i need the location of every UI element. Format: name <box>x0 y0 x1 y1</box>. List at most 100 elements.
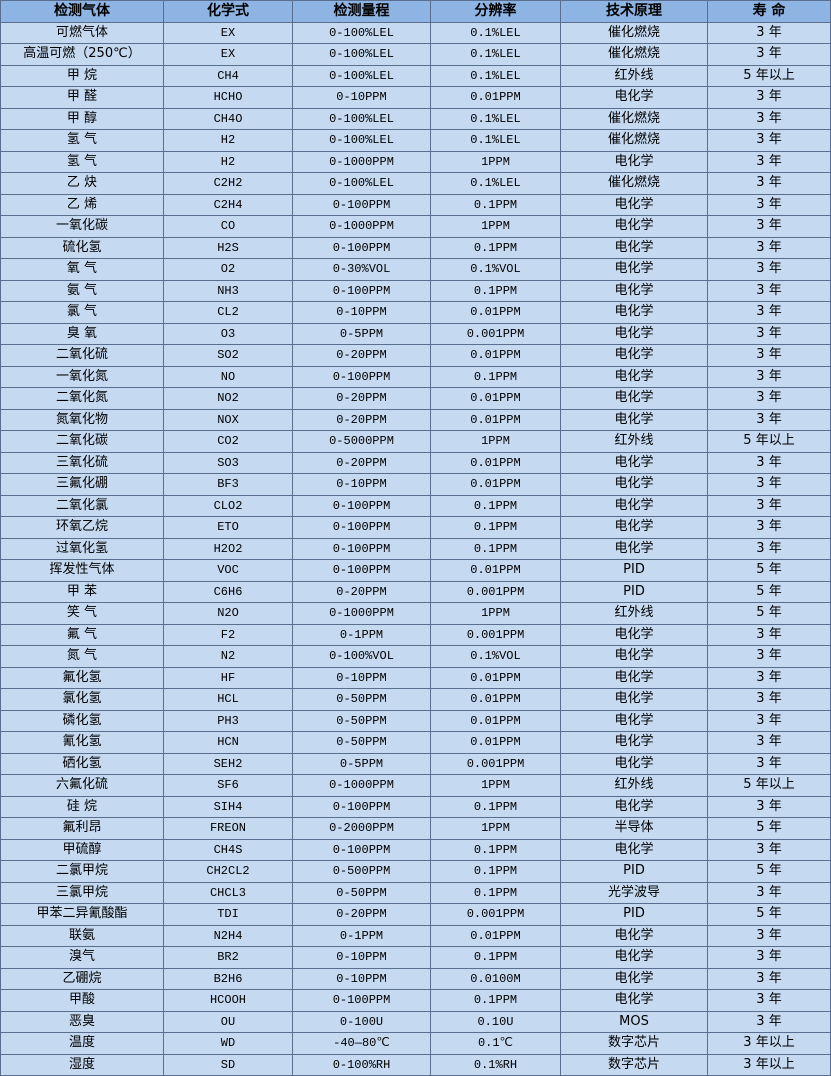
cell-gas-name: 乙硼烷 <box>0 967 164 990</box>
cell-resolution: 0.1PPM <box>430 494 561 517</box>
cell-gas-name: 过氧化氢 <box>0 537 164 560</box>
cell-resolution: 1PPM <box>430 430 561 453</box>
cell-lifespan: 3 年 <box>707 709 831 732</box>
cell-lifespan: 3 年 <box>707 408 831 431</box>
cell-principle: 电化学 <box>560 322 708 345</box>
cell-formula: PH3 <box>163 709 293 732</box>
cell-lifespan: 5 年以上 <box>707 430 831 453</box>
cell-formula: CH2CL2 <box>163 860 293 883</box>
cell-principle: 电化学 <box>560 795 708 818</box>
cell-range: 0-100PPM <box>292 537 431 560</box>
cell-gas-name: 二氧化碳 <box>0 430 164 453</box>
cell-range: 0-1000PPM <box>292 215 431 238</box>
cell-range: 0-1000PPM <box>292 774 431 797</box>
table-row: 磷化氢 PH3 0-50PPM 0.01PPM 电化学 3 年 <box>0 709 831 732</box>
cell-range: 0-10PPM <box>292 86 431 109</box>
cell-principle: 电化学 <box>560 688 708 711</box>
cell-resolution: 0.01PPM <box>430 559 561 582</box>
cell-lifespan: 5 年 <box>707 903 831 926</box>
cell-resolution: 0.0100M <box>430 967 561 990</box>
cell-principle: 电化学 <box>560 387 708 410</box>
cell-formula: OU <box>163 1010 293 1033</box>
header-row: 检测气体 化学式 检测量程 分辨率 技术原理寿 命 <box>0 0 831 23</box>
table-row: 氰化氢 HCN 0-50PPM 0.01PPM 电化学 3 年 <box>0 731 831 754</box>
cell-principle: 催化燃烧 <box>560 21 708 44</box>
cell-principle: 电化学 <box>560 494 708 517</box>
cell-formula: HCN <box>163 731 293 754</box>
cell-lifespan: 3 年 <box>707 344 831 367</box>
cell-principle: 数字芯片 <box>560 1032 708 1055</box>
cell-formula: N2H4 <box>163 924 293 947</box>
cell-formula: NOX <box>163 408 293 431</box>
cell-gas-name: 二氧化氮 <box>0 387 164 410</box>
table-row: 硒化氢 SEH2 0-5PPM 0.001PPM 电化学 3 年 <box>0 752 831 775</box>
table-row: 六氟化硫 SF6 0-1000PPM 1PPM 红外线 5 年以上 <box>0 774 831 797</box>
cell-range: 0-10PPM <box>292 473 431 496</box>
cell-gas-name: 二氧化硫 <box>0 344 164 367</box>
cell-principle: 电化学 <box>560 989 708 1012</box>
cell-resolution: 0.01PPM <box>430 731 561 754</box>
table-row: 笑 气 N2O 0-1000PPM 1PPM 红外线 5 年 <box>0 602 831 625</box>
cell-lifespan: 3 年 <box>707 989 831 1012</box>
cell-range: 0-100PPM <box>292 989 431 1012</box>
cell-lifespan: 5 年 <box>707 580 831 603</box>
cell-gas-name: 挥发性气体 <box>0 559 164 582</box>
cell-resolution: 0.1℃ <box>430 1032 561 1055</box>
cell-principle: 电化学 <box>560 344 708 367</box>
cell-gas-name: 乙 炔 <box>0 172 164 195</box>
cell-formula: WD <box>163 1032 293 1055</box>
cell-principle: 电化学 <box>560 408 708 431</box>
cell-formula: HCOOH <box>163 989 293 1012</box>
table-row: 一氧化氮 NO 0-100PPM 0.1PPM 电化学 3 年 <box>0 365 831 388</box>
cell-lifespan: 3 年 <box>707 967 831 990</box>
cell-formula: CO <box>163 215 293 238</box>
table-row: 过氧化氢 H2O2 0-100PPM 0.1PPM 电化学 3 年 <box>0 537 831 560</box>
cell-formula: C6H6 <box>163 580 293 603</box>
cell-resolution: 0.1PPM <box>430 516 561 539</box>
cell-range: -40—80℃ <box>292 1032 431 1055</box>
cell-formula: CH4 <box>163 64 293 87</box>
cell-principle: 催化燃烧 <box>560 129 708 152</box>
cell-resolution: 0.1%LEL <box>430 43 561 66</box>
table-row: 甲 烷 CH4 0-100%LEL 0.1%LEL 红外线 5 年以上 <box>0 64 831 87</box>
cell-formula: ETO <box>163 516 293 539</box>
cell-range: 0-5PPM <box>292 322 431 345</box>
cell-range: 0-100PPM <box>292 516 431 539</box>
cell-resolution: 1PPM <box>430 150 561 173</box>
cell-formula: HCHO <box>163 86 293 109</box>
cell-gas-name: 甲 烷 <box>0 64 164 87</box>
cell-resolution: 0.1%LEL <box>430 64 561 87</box>
cell-resolution: 0.10U <box>430 1010 561 1033</box>
table-row: 恶臭 OU 0-100U 0.10U MOS 3 年 <box>0 1010 831 1033</box>
cell-range: 0-20PPM <box>292 451 431 474</box>
cell-resolution: 0.1PPM <box>430 881 561 904</box>
cell-gas-name: 二氧化氯 <box>0 494 164 517</box>
cell-principle: 电化学 <box>560 279 708 302</box>
cell-range: 0-10PPM <box>292 666 431 689</box>
cell-principle: PID <box>560 903 708 926</box>
cell-formula: H2 <box>163 129 293 152</box>
cell-lifespan: 3 年 <box>707 43 831 66</box>
cell-formula: N2O <box>163 602 293 625</box>
table-row: 氯 气 CL2 0-10PPM 0.01PPM 电化学 3 年 <box>0 301 831 324</box>
cell-resolution: 0.1%LEL <box>430 107 561 130</box>
table-row: 湿度 SD 0-100%RH 0.1%RH 数字芯片 3 年以上 <box>0 1053 831 1076</box>
cell-resolution: 0.1PPM <box>430 236 561 259</box>
cell-gas-name: 氮 气 <box>0 645 164 668</box>
cell-range: 0-50PPM <box>292 709 431 732</box>
table-row: 联氨 N2H4 0-1PPM 0.01PPM 电化学 3 年 <box>0 924 831 947</box>
cell-resolution: 0.001PPM <box>430 623 561 646</box>
cell-formula: H2 <box>163 150 293 173</box>
cell-range: 0-10PPM <box>292 946 431 969</box>
cell-range: 0-100%RH <box>292 1053 431 1076</box>
cell-formula: F2 <box>163 623 293 646</box>
cell-principle: 电化学 <box>560 666 708 689</box>
cell-lifespan: 3 年 <box>707 193 831 216</box>
cell-gas-name: 氟化氢 <box>0 666 164 689</box>
cell-lifespan: 3 年 <box>707 150 831 173</box>
cell-resolution: 0.1PPM <box>430 838 561 861</box>
table-row: 氟化氢 HF 0-10PPM 0.01PPM 电化学 3 年 <box>0 666 831 689</box>
table-row: 乙 烯 C2H4 0-100PPM 0.1PPM 电化学 3 年 <box>0 193 831 216</box>
cell-resolution: 0.1%VOL <box>430 645 561 668</box>
cell-formula: CL2 <box>163 301 293 324</box>
